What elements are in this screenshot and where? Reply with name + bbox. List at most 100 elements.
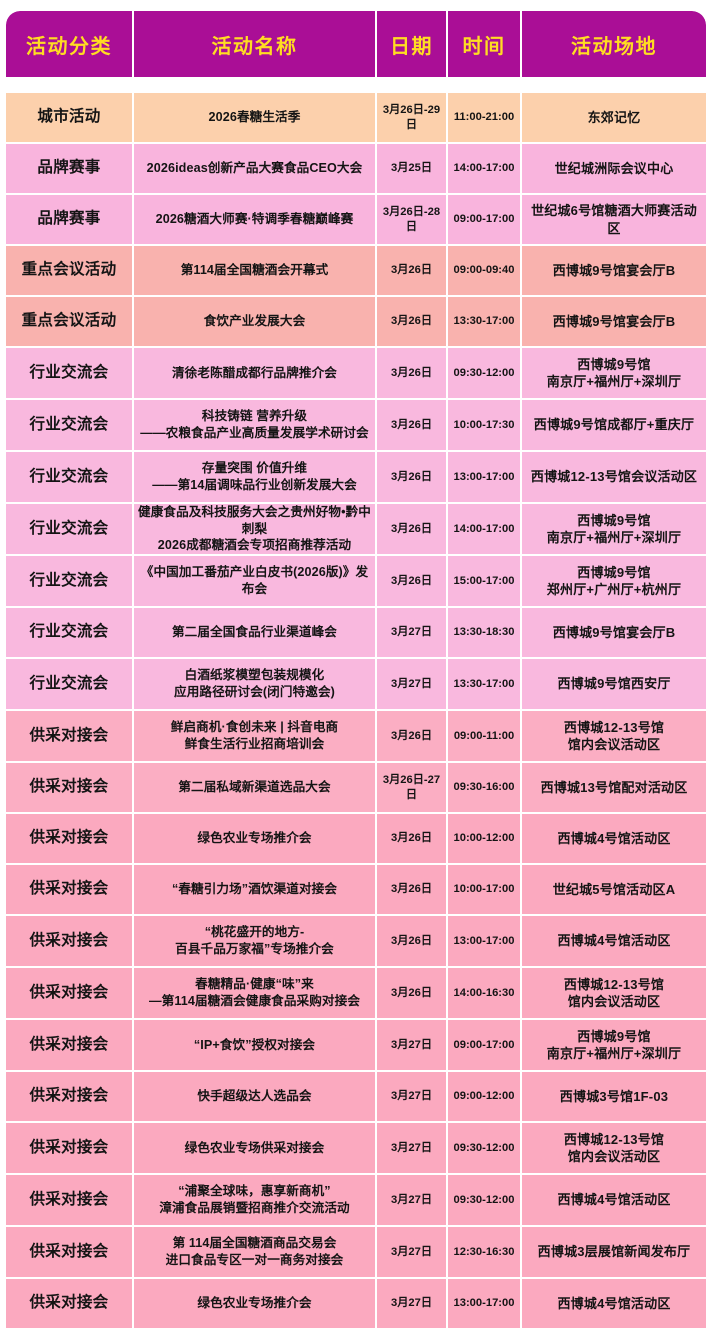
table-row: 供采对接会 绿色农业专场推介会 3月27日 13:00-17:00 西博城4号馆活动区	[6, 1279, 706, 1328]
table-row: 供采对接会 绿色农业专场推介会 3月26日 10:00-12:00 西博城4号馆活动区	[6, 814, 706, 863]
cell-date: 3月26日	[377, 452, 448, 502]
cell-date: 3月27日	[377, 1279, 448, 1328]
cell-time: 13:30-18:30	[448, 608, 522, 657]
table-row: 供采对接会 绿色农业专场供采对接会 3月27日 09:30-12:00 西博城12-13…	[6, 1123, 706, 1173]
cell-name: 健康食品及科技服务大会之贵州好物•黔中刺梨 2026成都糖酒会专项招商推荐活动	[134, 504, 377, 554]
table-row: 行业交流会 存量突围 价值升维 ——第14届调味品行业创新发展大会 3月26日 13:…	[6, 452, 706, 502]
cell-venue: 西博城3层展馆新闻发布厅	[522, 1227, 706, 1277]
cell-time: 13:00-17:00	[448, 916, 522, 966]
cell-venue: 西博城4号馆活动区	[522, 814, 706, 863]
cell-venue: 西博城4号馆活动区	[522, 916, 706, 966]
cell-category: 行业交流会	[6, 504, 134, 554]
cell-category: 供采对接会	[6, 763, 134, 812]
cell-category: 行业交流会	[6, 452, 134, 502]
cell-date: 3月26日	[377, 504, 448, 554]
cell-name: 绿色农业专场供采对接会	[134, 1123, 377, 1173]
table-row: 行业交流会 《中国加工番茄产业白皮书(2026版)》发布会 3月26日 15:00-1…	[6, 556, 706, 606]
cell-time: 13:00-17:00	[448, 452, 522, 502]
table-row: 供采对接会 鲜启商机·食创未来 | 抖音电商 鲜食生活行业招商培训会 3月26日 09…	[6, 711, 706, 761]
cell-venue: 东郊记忆	[522, 93, 706, 142]
cell-category: 行业交流会	[6, 608, 134, 657]
cell-venue: 西博城12-13号馆 馆内会议活动区	[522, 1123, 706, 1173]
cell-venue: 世纪城6号馆糖酒大师赛活动区	[522, 195, 706, 244]
cell-name: 第二届全国食品行业渠道峰会	[134, 608, 377, 657]
cell-category: 供采对接会	[6, 1020, 134, 1070]
column-header-name: 活动名称	[134, 11, 377, 77]
cell-venue: 西博城9号馆宴会厅B	[522, 608, 706, 657]
cell-date: 3月27日	[377, 1175, 448, 1225]
cell-category: 行业交流会	[6, 659, 134, 709]
cell-name: 绿色农业专场推介会	[134, 814, 377, 863]
cell-name: 快手超级达人选品会	[134, 1072, 377, 1121]
cell-venue: 西博城12-13号馆 馆内会议活动区	[522, 711, 706, 761]
cell-name: “IP+食饮”授权对接会	[134, 1020, 377, 1070]
table-row: 重点会议活动 第114届全国糖酒会开幕式 3月26日 09:00-09:40 西博城9号…	[6, 246, 706, 295]
cell-category: 供采对接会	[6, 1123, 134, 1173]
event-schedule-table: 活动分类 活动名称 日期 时间 活动场地 城市活动 2026春糖生活季 3月26日-…	[0, 11, 712, 1328]
cell-category: 行业交流会	[6, 400, 134, 450]
cell-date: 3月26日-28日	[377, 195, 448, 244]
cell-category: 城市活动	[6, 93, 134, 142]
cell-date: 3月27日	[377, 608, 448, 657]
cell-name: 存量突围 价值升维 ——第14届调味品行业创新发展大会	[134, 452, 377, 502]
table-row: 供采对接会 春糖精品·健康“味”来 —第114届糖酒会健康食品采购对接会 3月26日…	[6, 968, 706, 1018]
cell-name: “桃花盛开的地方- 百县千品万家福”专场推介会	[134, 916, 377, 966]
cell-time: 09:30-12:00	[448, 1175, 522, 1225]
cell-name: “春糖引力场”酒饮渠道对接会	[134, 865, 377, 914]
cell-time: 13:00-17:00	[448, 1279, 522, 1328]
cell-name: 2026春糖生活季	[134, 93, 377, 142]
table-row: 重点会议活动 食饮产业发展大会 3月26日 13:30-17:00 西博城9号馆宴会厅B	[6, 297, 706, 346]
cell-name: 白酒纸浆模塑包装规模化 应用路径研讨会(闭门特邀会)	[134, 659, 377, 709]
cell-time: 09:30-12:00	[448, 1123, 522, 1173]
cell-date: 3月26日	[377, 711, 448, 761]
cell-time: 12:30-16:30	[448, 1227, 522, 1277]
cell-venue: 西博城4号馆活动区	[522, 1279, 706, 1328]
column-header-time: 时间	[448, 11, 522, 77]
cell-date: 3月26日	[377, 297, 448, 346]
cell-category: 品牌赛事	[6, 144, 134, 193]
cell-name: 绿色农业专场推介会	[134, 1279, 377, 1328]
cell-date: 3月25日	[377, 144, 448, 193]
table-row: 供采对接会 快手超级达人选品会 3月27日 09:00-12:00 西博城3号馆1F-0…	[6, 1072, 706, 1121]
table-row: 行业交流会 清徐老陈醋成都行品牌推介会 3月26日 09:30-12:00 西博城9号馆…	[6, 348, 706, 398]
cell-category: 供采对接会	[6, 1227, 134, 1277]
cell-date: 3月26日-27日	[377, 763, 448, 812]
cell-time: 13:30-17:00	[448, 659, 522, 709]
cell-name: 科技铸链 营养升级 ——农粮食品产业高质量发展学术研讨会	[134, 400, 377, 450]
cell-category: 供采对接会	[6, 814, 134, 863]
cell-venue: 西博城9号馆成都厅+重庆厅	[522, 400, 706, 450]
cell-category: 供采对接会	[6, 865, 134, 914]
table-row: 供采对接会第 114届全国糖酒商品交易会 进口食品专区一对一商务对接会 3月27日…	[6, 1227, 706, 1277]
cell-venue: 西博城3号馆1F-03	[522, 1072, 706, 1121]
cell-venue: 西博城9号馆宴会厅B	[522, 297, 706, 346]
table-row: 品牌赛事 2026糖酒大师赛·特调季春糖巅峰赛 3月26日-28日 09:00-17:…	[6, 195, 706, 244]
cell-venue: 西博城9号馆 南京厅+福州厅+深圳厅	[522, 504, 706, 554]
cell-name: 鲜启商机·食创未来 | 抖音电商 鲜食生活行业招商培训会	[134, 711, 377, 761]
cell-category: 供采对接会	[6, 1175, 134, 1225]
column-header-venue: 活动场地	[522, 11, 706, 77]
cell-date: 3月26日	[377, 400, 448, 450]
cell-name: “浦聚全球味，惠享新商机” 漳浦食品展销暨招商推介交流活动	[134, 1175, 377, 1225]
cell-category: 行业交流会	[6, 556, 134, 606]
cell-date: 3月27日	[377, 1020, 448, 1070]
cell-date: 3月27日	[377, 1227, 448, 1277]
cell-time: 14:00-16:30	[448, 968, 522, 1018]
table-row: 品牌赛事 2026ideas创新产品大赛食品CEO大会 3月25日 14:00-17:…	[6, 144, 706, 193]
cell-name: 清徐老陈醋成都行品牌推介会	[134, 348, 377, 398]
cell-category: 供采对接会	[6, 916, 134, 966]
cell-venue: 西博城9号馆宴会厅B	[522, 246, 706, 295]
table-header-row: 活动分类 活动名称 日期 时间 活动场地	[6, 11, 706, 77]
cell-time: 09:00-12:00	[448, 1072, 522, 1121]
cell-time: 15:00-17:00	[448, 556, 522, 606]
cell-category: 供采对接会	[6, 968, 134, 1018]
cell-time: 09:00-17:00	[448, 195, 522, 244]
table-row: 行业交流会 健康食品及科技服务大会之贵州好物•黔中刺梨 2026成都糖酒会专项招商…	[6, 504, 706, 554]
cell-date: 3月26日	[377, 968, 448, 1018]
cell-date: 3月26日	[377, 348, 448, 398]
cell-category: 供采对接会	[6, 1072, 134, 1121]
cell-venue: 世纪城洲际会议中心	[522, 144, 706, 193]
cell-time: 10:00-17:30	[448, 400, 522, 450]
cell-category: 供采对接会	[6, 711, 134, 761]
cell-venue: 西博城4号馆活动区	[522, 1175, 706, 1225]
cell-time: 09:30-12:00	[448, 348, 522, 398]
